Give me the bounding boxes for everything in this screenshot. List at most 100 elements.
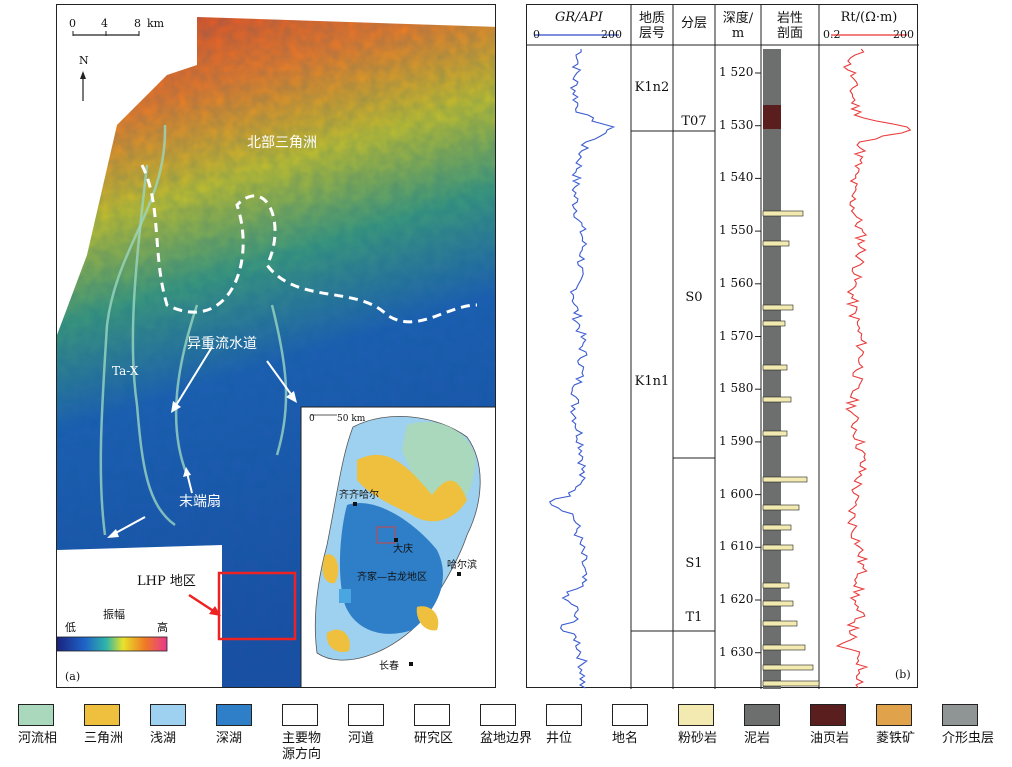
- layer-header: 分层: [680, 16, 707, 31]
- legend-item: 主要物 源方向: [282, 704, 342, 764]
- legend-label: 粉砂岩: [678, 731, 718, 746]
- legend-label: 菱铁矿: [876, 731, 916, 746]
- depth-ticks: [755, 72, 761, 654]
- amplitude-high: 高: [157, 621, 168, 634]
- legend-swatch: [480, 704, 516, 726]
- amplitude-map-panel: 0 4 8 km N 北部三角洲 异重流水道 Ta-X 末端扇 LHP 地区 振…: [56, 4, 496, 688]
- scale-tick-0: 0: [69, 17, 76, 30]
- siltstone-bar: [762, 620, 798, 627]
- legend-swatch: [84, 704, 120, 726]
- siltstone-bar: [762, 476, 808, 483]
- legend-item: 菱铁矿: [876, 704, 936, 764]
- layer-s0: S0: [685, 290, 703, 305]
- siltstone-bar: [762, 664, 814, 671]
- legend-item: 河道: [348, 704, 408, 764]
- depth-label: 1 630: [719, 644, 754, 659]
- legend-item: 井位: [546, 704, 606, 764]
- legend-swatch: [876, 704, 912, 726]
- city-daqing: 大庆: [393, 544, 413, 555]
- well-log-svg: [527, 5, 919, 689]
- legend-label: 泥岩: [744, 731, 771, 746]
- panel-a-tag: (a): [65, 670, 81, 683]
- lithology-bars: [762, 210, 820, 687]
- legend-swatch: [810, 704, 846, 726]
- legend-label: 盆地边界: [480, 731, 533, 746]
- depth-label: 1 540: [719, 170, 754, 185]
- legend-item: 油页岩: [810, 704, 870, 764]
- depth-label: 1 580: [719, 381, 754, 396]
- siltstone-bar: [762, 524, 792, 531]
- legend-item: 浅湖: [150, 704, 210, 764]
- scale-unit: km: [147, 17, 165, 30]
- gr-max: 200: [601, 28, 622, 41]
- depth-label: 1 560: [719, 275, 754, 290]
- legend-item: 研究区: [414, 704, 474, 764]
- depth-label: 1 590: [719, 433, 754, 448]
- depth-label: 1 550: [719, 223, 754, 238]
- siltstone-bar: [762, 364, 788, 371]
- siltstone-bar: [762, 396, 792, 403]
- legend-swatch: [414, 704, 450, 726]
- formation-k1n2: K1n2: [634, 80, 670, 95]
- legend-swatch: [282, 704, 318, 726]
- city-harbin: 哈尔滨: [447, 560, 477, 571]
- legend-swatch: [678, 704, 714, 726]
- legend-item: 泥岩: [744, 704, 804, 764]
- siltstone-bar: [762, 582, 790, 589]
- lhp-label: LHP 地区: [137, 574, 196, 589]
- legend-label: 介形虫层: [942, 731, 995, 746]
- legend-label: 深湖: [216, 731, 243, 746]
- siltstone-bar: [762, 304, 794, 311]
- legend-label: 研究区: [414, 731, 454, 746]
- siltstone-bar: [762, 210, 804, 217]
- siltstone-bar: [762, 600, 794, 607]
- legend-item: 盆地边界: [480, 704, 540, 764]
- depth-header: 深度/ m: [722, 11, 754, 41]
- inset-scale-0: 0: [309, 414, 315, 424]
- legend-label: 主要物 源方向: [282, 731, 322, 762]
- layer-t1: T1: [685, 610, 703, 625]
- amplitude-title: 振幅: [103, 608, 125, 621]
- depth-label: 1 610: [719, 539, 754, 554]
- legend-label: 井位: [546, 731, 573, 746]
- legend-item: 河流相: [18, 704, 78, 764]
- legend-swatch: [348, 704, 384, 726]
- scale-tick-8: 8: [134, 17, 141, 30]
- legend-swatch: [612, 704, 648, 726]
- legend-item: 介形虫层: [942, 704, 1002, 764]
- delta-boundary: [140, 164, 478, 324]
- siltstone-bar: [762, 504, 800, 511]
- city-qiqihar: 齐齐哈尔: [339, 490, 379, 501]
- legend-swatch: [546, 704, 582, 726]
- tax-label: Ta-X: [112, 364, 139, 378]
- legend-label: 油页岩: [810, 731, 850, 746]
- rt-max: 200: [893, 28, 914, 41]
- lhp-study-box: [217, 571, 297, 641]
- siltstone-bar: [762, 644, 806, 651]
- siltstone-bar: [762, 430, 788, 437]
- legend-item: 粉砂岩: [678, 704, 738, 764]
- scale-tick-4: 4: [101, 17, 108, 30]
- legend-label: 地名: [612, 731, 639, 746]
- legend-swatch: [18, 704, 54, 726]
- depth-label: 1 530: [719, 117, 754, 132]
- city-changchun: 长春: [379, 661, 399, 672]
- area-qijia-gulong: 齐家—古龙地区: [357, 572, 427, 583]
- siltstone-bar: [762, 544, 794, 551]
- layer-t07: T07: [681, 114, 707, 129]
- formation-k1n1: K1n1: [634, 374, 670, 389]
- depth-label: 1 570: [719, 328, 754, 343]
- delta-label: 北部三角洲: [247, 135, 317, 151]
- siltstone-bar: [762, 320, 786, 327]
- rt-curve: [835, 48, 912, 689]
- channel-label: 异重流水道: [187, 336, 257, 352]
- legend-label: 三角洲: [84, 731, 124, 746]
- depth-label: 1 520: [719, 65, 754, 79]
- well-log-panel: GR/API 0 200 地质 层号 分层 深度/ m 岩性 剖面 Rt/(Ω·…: [526, 4, 919, 689]
- siltstone-bar: [762, 680, 820, 687]
- legend-swatch: [942, 704, 978, 726]
- litho-header: 岩性 剖面: [776, 11, 803, 41]
- amplitude-colorbar: [57, 636, 168, 652]
- legend-item: 地名: [612, 704, 672, 764]
- legend-swatch: [744, 704, 780, 726]
